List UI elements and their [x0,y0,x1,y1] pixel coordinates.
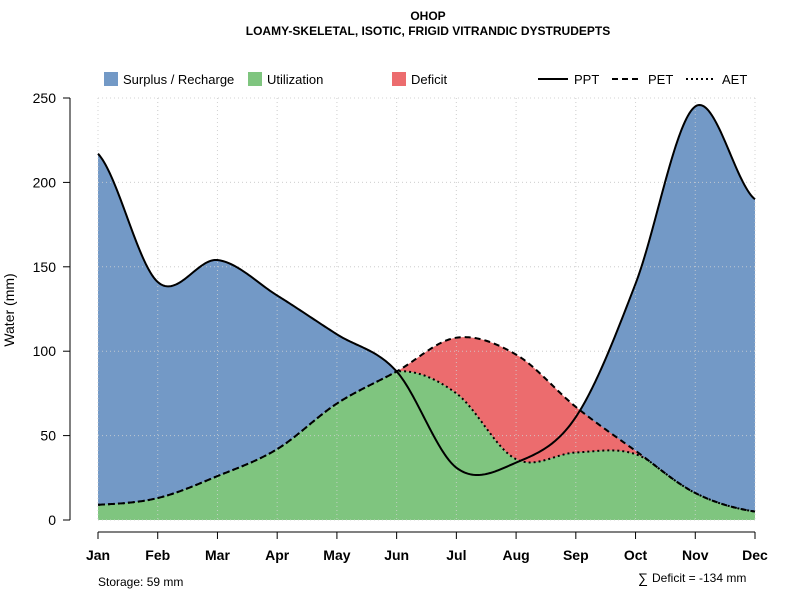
surplus-area [98,104,755,520]
x-tick-label-aug: Aug [502,547,529,563]
chart-subtitle: LOAMY-SKELETAL, ISOTIC, FRIGID VITRANDIC… [246,24,610,38]
x-tick-label-sep: Sep [563,547,589,563]
x-tick-label-dec: Dec [742,547,768,563]
storage-annotation: Storage: 59 mm [98,575,183,589]
axes: 0 50 100 150 200 250 Jan Feb Mar Apr May Jun Jul Aug S… [33,90,768,563]
legend-label-surplus: Surplus / Recharge [123,72,234,87]
y-tick-label-2: 100 [33,343,57,359]
legend-swatch-utilization [248,72,262,86]
area-fills [98,104,755,520]
series-lines [97,97,756,521]
deficit-area [98,337,755,512]
legend-swatch-surplus [104,72,118,86]
legend-label-ppt: PPT [574,72,599,87]
x-tick-label-oct: Oct [624,547,648,563]
chart-title: OHOP [410,9,445,23]
series-line-pet [97,336,756,513]
legend-label-pet: PET [648,72,673,87]
x-tick-label-may: May [323,547,350,563]
sum-icon: ∑ [638,570,648,586]
y-tick-label-4: 200 [33,174,57,190]
x-tick-label-mar: Mar [205,547,230,563]
y-tick-label-5: 250 [33,90,57,106]
x-tick-label-jun: Jun [384,547,409,563]
x-tick-label-nov: Nov [682,547,709,563]
series-line-ppt [97,103,756,477]
utilization-area [98,371,755,520]
x-tick-label-jul: Jul [446,547,466,563]
x-tick-label-feb: Feb [145,547,170,563]
y-tick-label-3: 150 [33,259,57,275]
x-tick-label-apr: Apr [265,547,290,563]
legend-label-deficit: Deficit [411,72,448,87]
y-tick-label-0: 0 [48,512,56,528]
y-tick-label-1: 50 [40,428,56,444]
legend: Surplus / Recharge Utilization Deficit P… [104,72,747,87]
deficit-annotation: Deficit = -134 mm [652,571,746,585]
legend-swatch-deficit [392,72,406,86]
legend-label-aet: AET [722,72,747,87]
legend-label-utilization: Utilization [267,72,323,87]
x-tick-label-jan: Jan [86,547,110,563]
grid-overlay [97,97,756,521]
y-axis-label: Water (mm) [1,273,17,346]
